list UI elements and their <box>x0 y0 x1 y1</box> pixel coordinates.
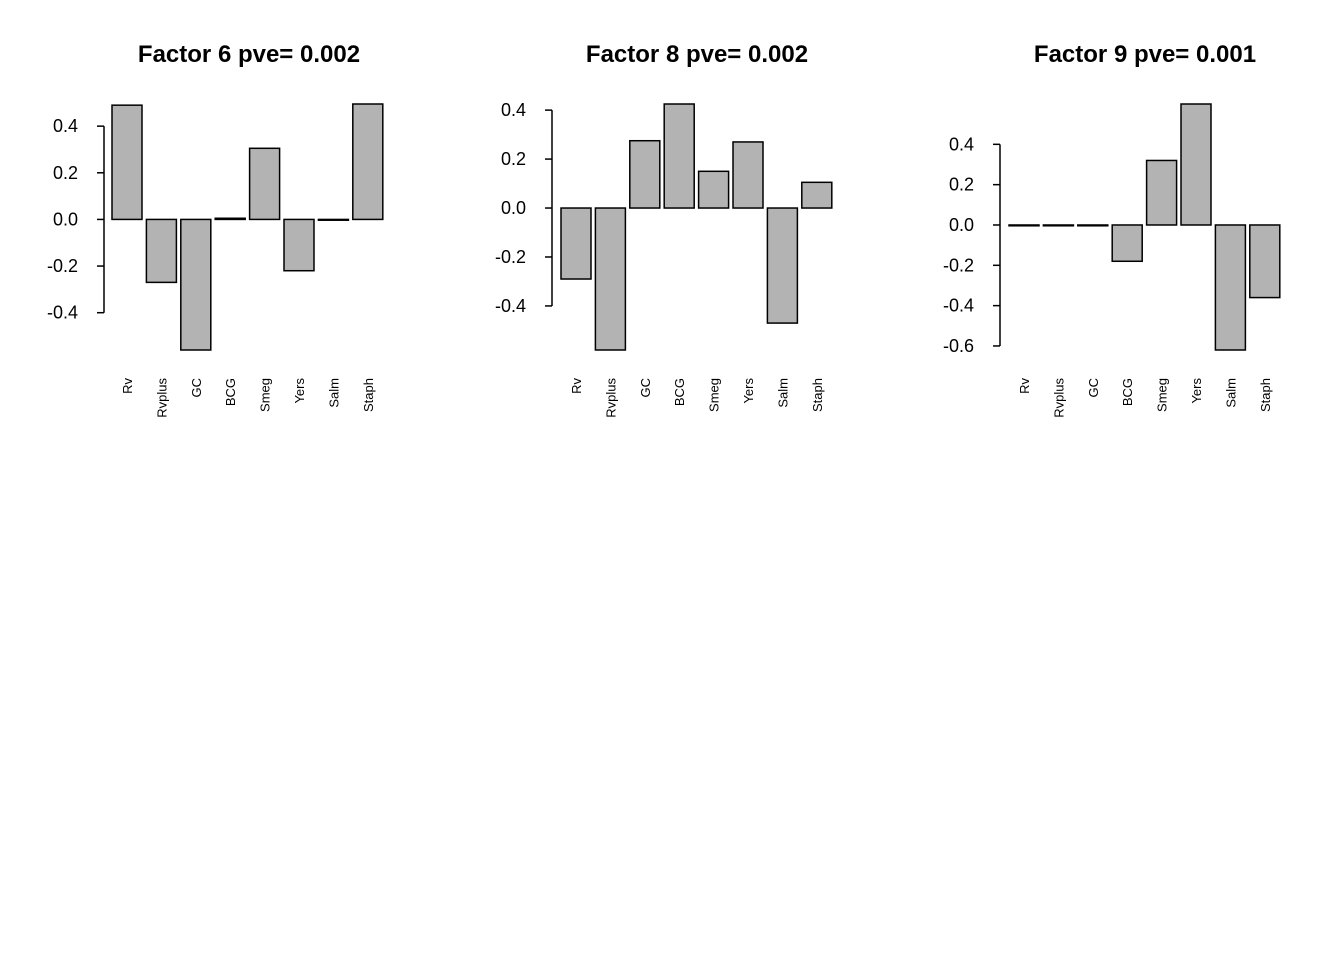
bar-yers <box>732 141 764 209</box>
x-tick-label: Smeg <box>258 378 273 412</box>
x-tick-label: GC <box>638 378 653 398</box>
y-tick-label: 0.2 <box>501 149 526 169</box>
x-tick-label: Smeg <box>707 378 722 412</box>
x-tick-label: Staph <box>1258 378 1273 412</box>
x-tick-label: Salm <box>326 378 341 408</box>
x-tick-label: Salm <box>775 378 790 408</box>
x-tick-label: Rv <box>1017 378 1032 394</box>
y-tick-label: 0.0 <box>53 209 78 229</box>
bar-bcg <box>1111 224 1143 263</box>
bar-salm <box>317 218 350 221</box>
y-tick-label: 0.2 <box>53 163 78 183</box>
bar-staph <box>1249 224 1281 299</box>
bar-smeg <box>248 147 281 221</box>
chart-title: Factor 6 pve= 0.002 <box>138 41 360 68</box>
bar-bcg <box>663 103 695 209</box>
x-tick-label: Rv <box>569 378 584 394</box>
x-tick-label: Rvplus <box>603 378 618 418</box>
x-tick-label: Salm <box>1223 378 1238 408</box>
y-tick-label: -0.2 <box>495 247 526 267</box>
y-tick-label: -0.4 <box>495 296 526 316</box>
y-tick-label: 0.0 <box>949 215 974 235</box>
chart-title: Factor 9 pve= 0.001 <box>1034 41 1256 68</box>
bar-staph <box>801 181 833 209</box>
x-tick-label: GC <box>189 378 204 398</box>
x-tick-label: Yers <box>1189 378 1204 404</box>
y-tick-label: -0.2 <box>943 255 974 275</box>
chart-factor-6: Factor 6 pve= 0.002 Rv Rvplus GC BCG Smeg Yer… <box>47 41 384 418</box>
bar-yers <box>283 218 315 272</box>
y-tick-label: -0.4 <box>47 303 78 323</box>
x-tick-label: Staph <box>810 378 825 412</box>
x-tick-label: Rvplus <box>154 378 169 418</box>
bar-rv <box>111 104 143 221</box>
bar-yers <box>1180 103 1212 226</box>
bar-rv <box>1008 224 1040 227</box>
y-tick-label: 0.4 <box>949 134 974 154</box>
bar-gc <box>180 218 212 351</box>
bar-smeg <box>1145 159 1178 226</box>
y-tick-label: 0.0 <box>501 198 526 218</box>
x-tick-label: Staph <box>361 378 376 412</box>
chart-title: Factor 8 pve= 0.002 <box>586 41 808 68</box>
x-tick-label: Yers <box>292 378 307 404</box>
y-tick-label: 0.2 <box>949 175 974 195</box>
bar-salm <box>1214 224 1247 351</box>
x-tick-label: Smeg <box>1155 378 1170 412</box>
x-tick-label: GC <box>1086 378 1101 398</box>
y-tick-label: -0.2 <box>47 256 78 276</box>
x-tick-label: Rvplus <box>1051 378 1066 418</box>
y-tick-label: 0.4 <box>501 100 526 120</box>
bar-rvplus <box>145 218 178 284</box>
bar-staph <box>352 103 384 221</box>
y-tick-label: -0.6 <box>943 336 974 356</box>
bar-gc <box>1077 224 1109 227</box>
bar-smeg <box>697 170 730 209</box>
x-tick-label: BCG <box>672 378 687 406</box>
bar-bcg <box>214 217 246 221</box>
chart-factor-9: Factor 9 pve= 0.001 Rv Rvplus GC BCG Smeg Yer… <box>943 41 1281 418</box>
y-tick-label: 0.4 <box>53 116 78 136</box>
bar-rvplus <box>1042 224 1075 227</box>
bar-rv <box>560 207 592 280</box>
bar-salm <box>766 207 799 324</box>
y-tick-label: -0.4 <box>943 296 974 316</box>
x-tick-label: BCG <box>223 378 238 406</box>
chart-factor-8: Factor 8 pve= 0.002 Rv Rvplus GC BCG Smeg Yer… <box>495 41 833 418</box>
x-tick-label: Yers <box>741 378 756 404</box>
bar-rvplus <box>594 207 627 351</box>
x-tick-label: BCG <box>1120 378 1135 406</box>
x-tick-label: Rv <box>120 378 135 394</box>
bar-gc <box>629 139 661 209</box>
